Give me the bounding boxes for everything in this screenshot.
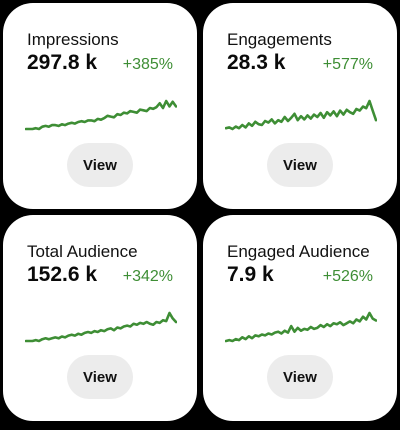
sparkline-series <box>225 311 377 343</box>
card-change-percent: +577% <box>322 56 373 73</box>
view-button[interactable]: View <box>267 355 333 399</box>
card-title: Engaged Audience <box>227 242 370 261</box>
card-title: Engagements <box>227 30 332 49</box>
metric-card-impressions: Impressions 297.8 k +385% View <box>3 3 197 209</box>
card-change-percent: +385% <box>122 56 173 73</box>
card-value: 28.3 k <box>227 51 286 74</box>
card-value: 7.9 k <box>227 263 274 286</box>
view-button[interactable]: View <box>267 143 333 187</box>
sparkline-series <box>25 99 177 131</box>
metric-card-engaged-audience: Engaged Audience 7.9 k +526% View <box>203 215 397 421</box>
card-change-percent: +342% <box>122 268 173 285</box>
sparkline-series <box>225 99 377 131</box>
view-button[interactable]: View <box>67 355 133 399</box>
card-value: 297.8 k <box>27 51 98 74</box>
card-value: 152.6 k <box>27 263 98 286</box>
sparkline-chart <box>225 311 377 343</box>
view-button[interactable]: View <box>67 143 133 187</box>
metric-card-total-audience: Total Audience 152.6 k +342% View <box>3 215 197 421</box>
sparkline-chart <box>25 311 177 343</box>
card-title: Impressions <box>27 30 119 49</box>
card-change-percent: +526% <box>322 268 373 285</box>
sparkline-chart <box>25 99 177 131</box>
sparkline-series <box>25 311 177 343</box>
metric-card-engagements: Engagements 28.3 k +577% View <box>203 3 397 209</box>
card-title: Total Audience <box>27 242 138 261</box>
sparkline-chart <box>225 99 377 131</box>
